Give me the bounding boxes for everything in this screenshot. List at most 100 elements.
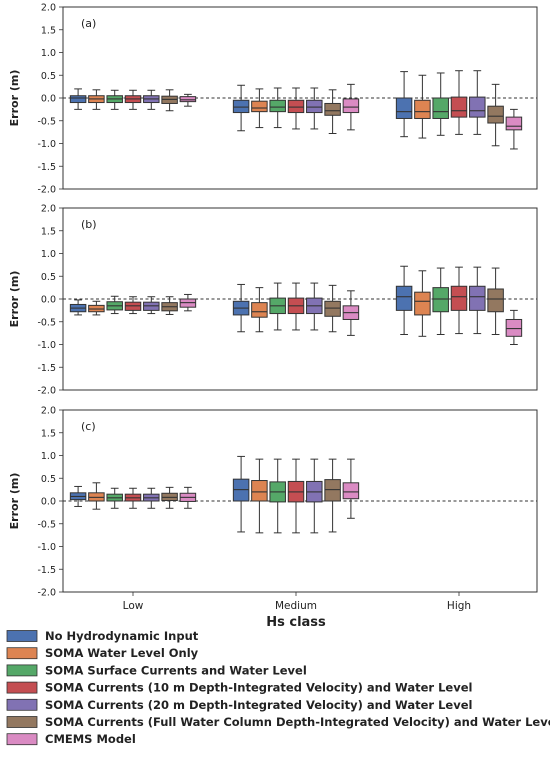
box-high-series-5 [469,70,486,135]
box-high-series-3 [432,72,449,136]
box-high-series-5 [469,266,486,335]
y-tick-label: 0.0 [41,94,56,105]
box-iqr [179,96,197,103]
box-low-series-3 [106,89,123,110]
box-iqr [251,480,268,502]
box-iqr [487,105,504,124]
y-tick-label: 2.0 [41,3,56,14]
y-tick-label: 2.0 [41,204,56,215]
box-medium-series-1 [232,283,250,333]
legend-item-7: CMEMS Model [6,732,136,746]
panel-frame [62,207,538,391]
box-iqr [505,116,523,131]
box-medium-series-5 [306,282,323,331]
box-medium-series-6 [324,89,341,134]
legend-item-5: SOMA Currents (20 m Depth-Integrated Vel… [6,698,472,712]
panel-label: (a) [81,17,96,30]
box-medium-series-2 [251,287,268,333]
box-low-series-4 [124,296,142,315]
box-high-series-7 [505,108,523,150]
box-medium-series-4 [287,87,305,130]
y-tick-label: -2.0 [37,185,56,196]
box-high-series-6 [487,267,504,335]
box-medium-series-2 [251,88,268,129]
legend-item-2: SOMA Water Level Only [6,646,199,660]
legend-label: SOMA Currents (10 m Depth-Integrated Vel… [45,681,472,695]
legend-item-1: No Hydrodynamic Input [6,629,199,643]
box-medium-series-7 [342,458,360,519]
y-tick-label: 2.0 [41,406,56,417]
box-high-series-7 [505,309,523,345]
y-tick-label: -1.5 [37,363,56,374]
box-medium-series-6 [324,458,341,533]
box-iqr [232,99,250,114]
y-tick-label: 0.5 [41,474,56,485]
box-medium-series-3 [269,87,286,129]
box-low-series-1 [69,88,87,110]
box-iqr [251,302,268,318]
box-low-series-7 [179,293,197,312]
box-high-series-3 [432,267,449,335]
y-tick-label: 0.0 [41,295,56,306]
y-tick-label: 1.5 [41,226,56,237]
y-tick-label: -1.0 [37,340,56,351]
box-high-series-2 [414,74,431,139]
box-high-series-6 [487,83,504,147]
box-iqr [342,482,360,500]
legend-item-6: SOMA Currents (Full Water Column Depth-I… [6,715,550,729]
legend-label: SOMA Water Level Only [45,646,199,660]
box-low-series-2 [88,300,105,316]
legend-swatch [6,681,38,694]
legend-label: No Hydrodynamic Input [45,629,199,643]
legend-swatch [6,664,38,677]
box-low-series-1 [69,485,87,507]
x-tick-label: Low [123,600,144,612]
box-medium-series-7 [342,290,360,336]
box-iqr [505,318,523,337]
box-low-series-1 [69,299,87,316]
box-iqr [251,100,268,113]
legend: No Hydrodynamic Input SOMA Water Level On… [6,629,550,746]
box-iqr [414,291,431,316]
y-tick-label: -1.0 [37,139,56,150]
box-medium-series-1 [232,84,250,132]
box-low-series-4 [124,89,142,110]
legend-item-4: SOMA Currents (10 m Depth-Integrated Vel… [6,681,472,695]
box-medium-series-3 [269,458,286,534]
box-low-series-7 [179,486,197,509]
x-tick-label: High [447,600,471,612]
y-tick-label: 1.0 [41,48,56,59]
panel-frame [62,6,538,190]
box-iqr [469,96,486,118]
box-medium-series-6 [324,284,341,333]
box-high-series-1 [395,71,413,138]
box-low-series-5 [143,89,160,110]
box-iqr [324,300,341,317]
y-tick-label: -0.5 [37,317,56,328]
box-iqr [432,97,449,119]
box-low-series-2 [88,482,105,510]
y-axis-label: Error (m) [8,473,21,530]
box-low-series-6 [161,89,178,112]
box-iqr [432,287,449,313]
box-high-series-2 [414,270,431,337]
panel-1: -2.0 -1.5 -1.0 -0.5 0.0 0.5 1.0 1.5 2.0 Error (m)… [8,3,538,196]
box-iqr [450,285,468,311]
box-low-series-7 [179,93,197,107]
panel-2: -2.0 -1.5 -1.0 -0.5 0.0 0.5 1.0 1.5 2.0 Error (m)… [8,204,538,397]
box-medium-series-4 [287,458,305,534]
box-iqr [469,285,486,311]
box-iqr [395,97,413,119]
y-tick-label: 1.5 [41,25,56,36]
box-iqr [414,99,431,119]
legend-swatch [6,630,38,642]
x-tick-label: Medium [275,600,317,612]
box-iqr [324,102,341,116]
legend-swatch [6,698,38,711]
panel-label: (c) [81,420,96,433]
legend-label: SOMA Surface Currents and Water Level [45,663,307,677]
legend-swatch [6,733,38,746]
box-low-series-6 [161,296,178,315]
y-tick-label: -1.5 [37,162,56,173]
x-axis-label: Hs class [266,615,326,630]
